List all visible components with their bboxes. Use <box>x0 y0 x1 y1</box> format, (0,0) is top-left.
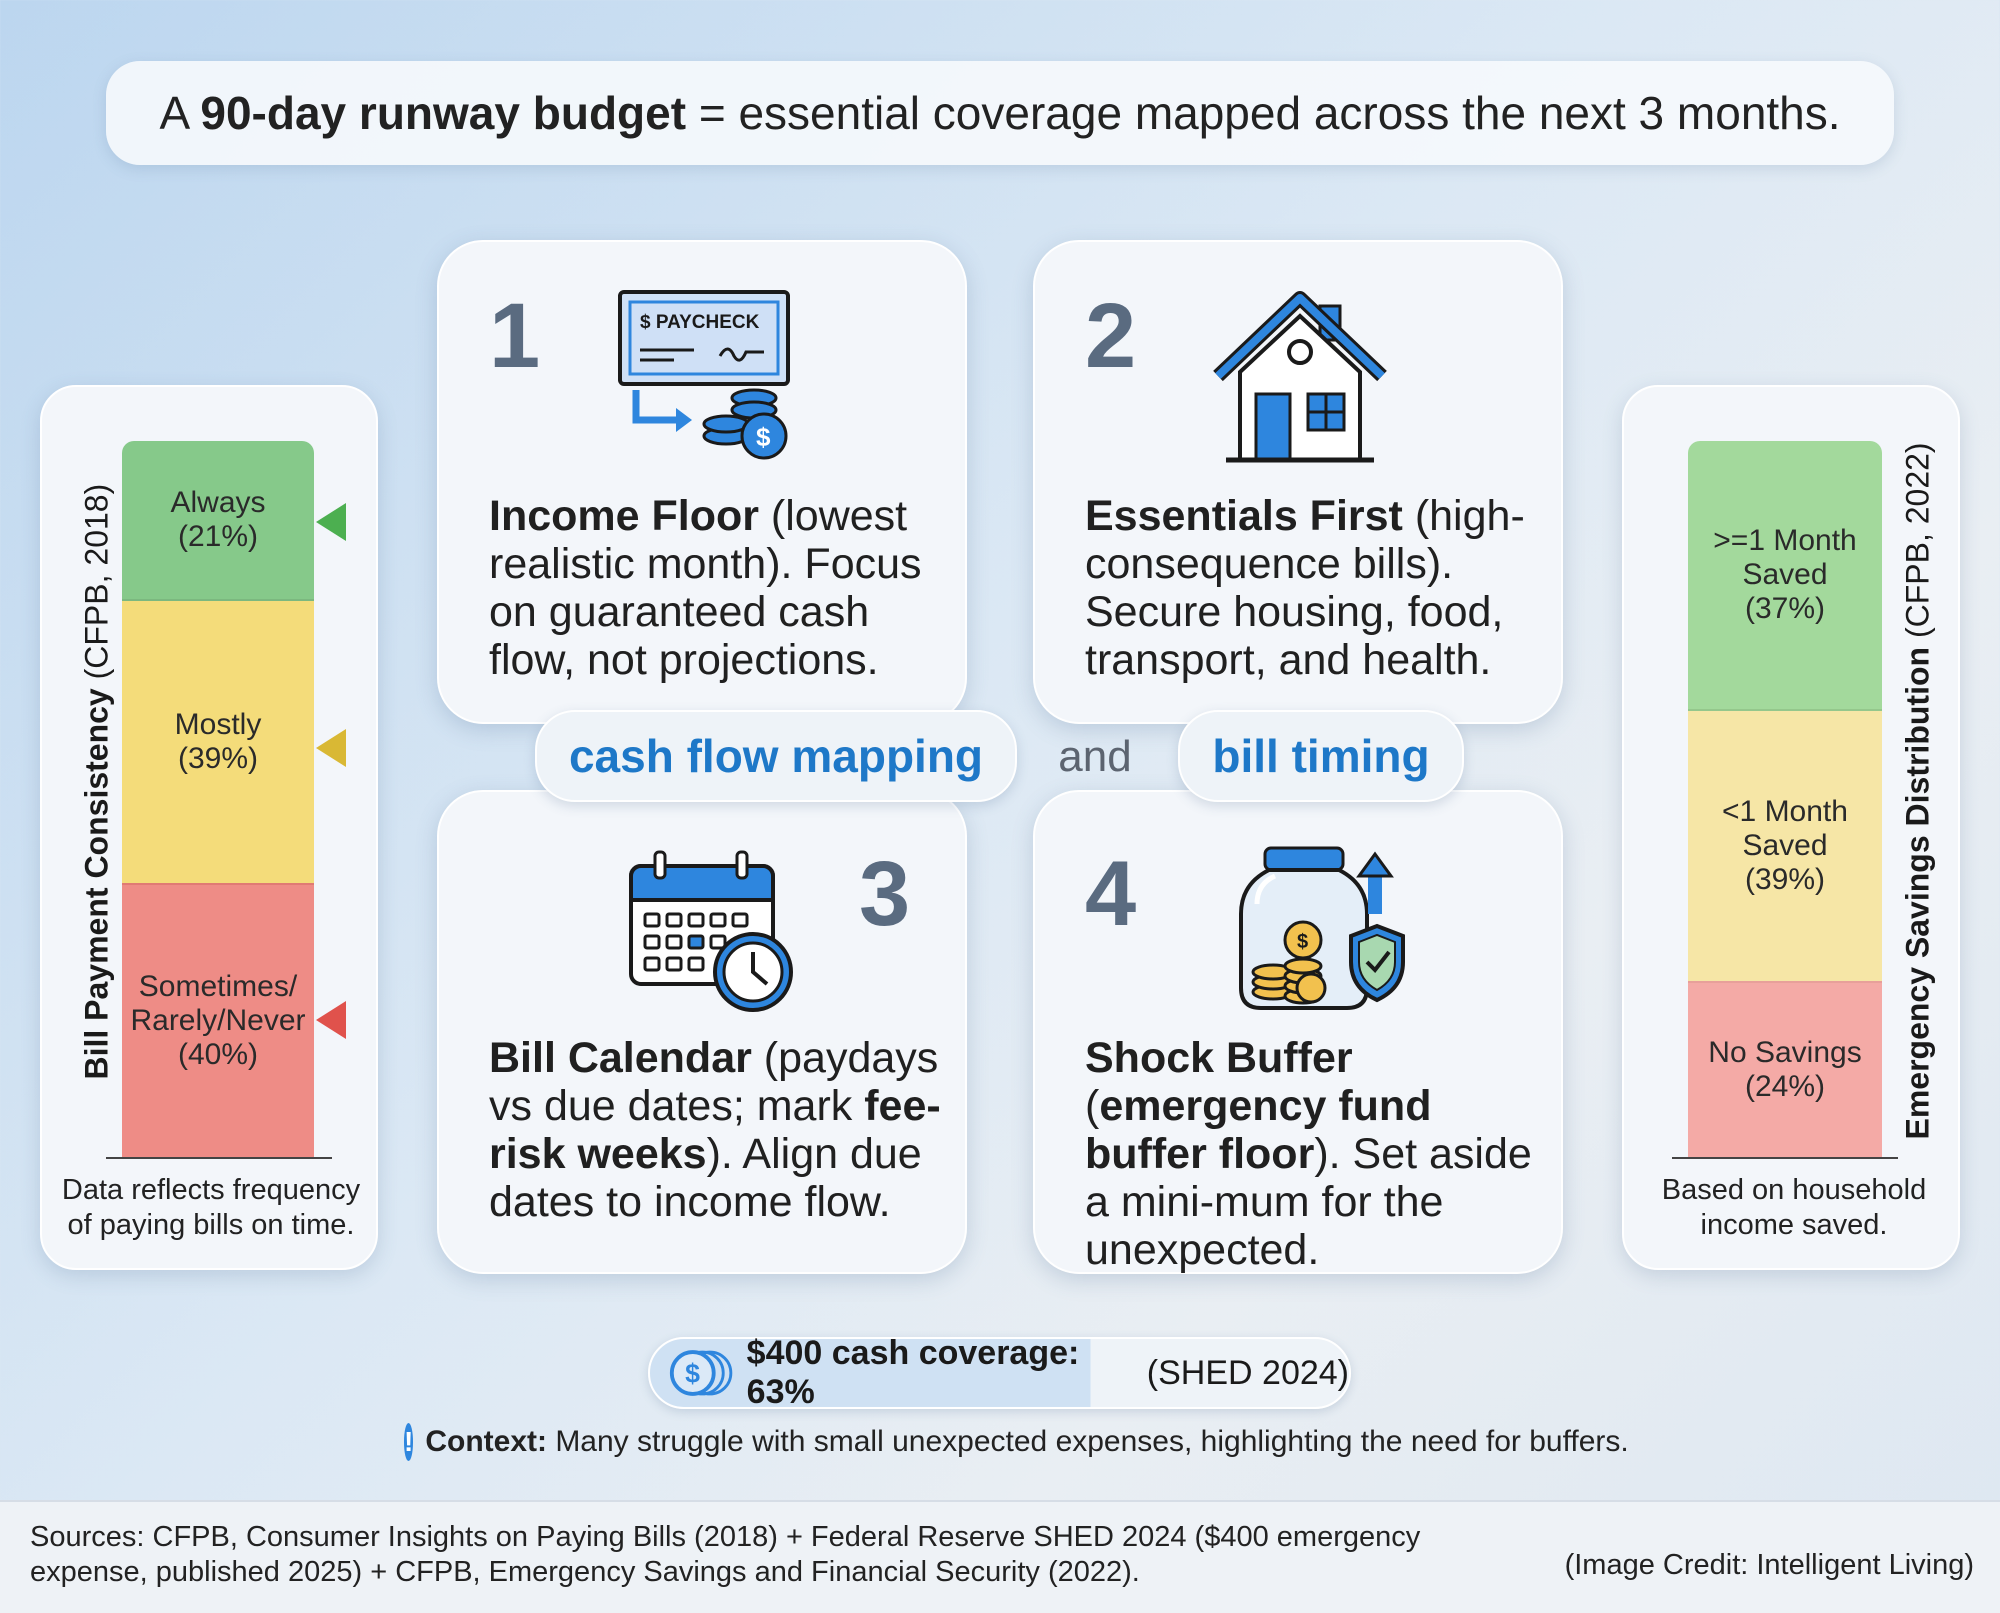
footer-credit: (Image Credit: Intelligent Living) <box>1564 1549 1974 1581</box>
savings-jar-icon: $ <box>1239 846 1405 1010</box>
card-text: Income Floor (lowest realistic month). F… <box>489 492 922 684</box>
card-essentials-first: 2 Essentials First (high-consequence bil… <box>1033 240 1563 724</box>
card-text: Essentials First (high-consequence bills… <box>1085 492 1525 684</box>
footer-sources: Sources: CFPB, Consumer Insights on Payi… <box>30 1521 1421 1588</box>
savings-bar: >=1 Month Saved (37%) <1 Month Saved (39%)… <box>1688 441 1882 1157</box>
pill-and: and <box>1058 732 1132 781</box>
savings-caption: Based on household income saved. <box>1661 1174 1927 1241</box>
pill-cash-flow-mapping: cash flow mapping <box>535 710 1017 802</box>
segment-one-month-saved: >=1 Month Saved (37%) <box>1688 441 1882 711</box>
house-icon <box>1213 291 1387 463</box>
bill-payment-baseline <box>106 1157 332 1159</box>
emergency-savings-title: Emergency Savings Distribution (CFPB, 20… <box>1899 442 1936 1140</box>
card-shock-buffer: 4 $ Shock Buffer (emergency fund buffer … <box>1033 790 1563 1274</box>
segment-sometimes: Sometimes/ Rarely/Never (40%) <box>122 885 314 1157</box>
coverage-rest: (SHED 2024) <box>1137 1353 1349 1392</box>
coverage-bold: $400 cash coverage: 63% <box>746 1334 1080 1411</box>
marker-mostly-icon <box>316 729 346 767</box>
card-number: 1 <box>489 285 541 387</box>
segment-always: Always (21%) <box>122 441 314 601</box>
card-number: 4 <box>1085 843 1137 945</box>
card-number: 2 <box>1085 285 1137 387</box>
svg-text:$: $ <box>685 1359 700 1389</box>
svg-text:$: $ <box>1297 931 1308 953</box>
savings-baseline <box>1672 1157 1898 1159</box>
bill-payment-caption: Data reflects frequency of paying bills … <box>61 1174 361 1241</box>
footer-bar <box>0 1500 2000 1613</box>
headline-prefix: A <box>159 87 201 139</box>
segment-no-savings: No Savings (24%) <box>1688 983 1882 1157</box>
pill-bill-timing: bill timing <box>1178 710 1464 802</box>
marker-sometimes-icon <box>316 1001 346 1039</box>
card-text: Shock Buffer (emergency fund buffer floo… <box>1085 1034 1532 1274</box>
headline-banner: A 90-day runway budget = essential cover… <box>106 61 1894 165</box>
context-note: ! Context: Many struggle with small unex… <box>404 1420 1629 1464</box>
bill-payment-panel: Bill Payment Consistency (CFPB, 2018) Al… <box>40 385 378 1270</box>
paycheck-label: $ PAYCHECK <box>640 312 760 333</box>
marker-always-icon <box>316 503 346 541</box>
card-bill-calendar: 3 Bill Calendar (paydays vs due dates; m… <box>437 790 967 1274</box>
card-income-floor: 1 $ PAYCHECK $ Income Floor (lowest real… <box>437 240 967 724</box>
coverage-pill: $ $400 cash coverage: 63% (SHED 2024) <box>648 1334 1351 1411</box>
bill-payment-bar: Always (21%) Mostly (39%) Sometimes/ Rarel… <box>122 441 314 1157</box>
emergency-savings-panel: >=1 Month Saved (37%) <1 Month Saved (39%)… <box>1622 385 1960 1270</box>
bill-payment-title: Bill Payment Consistency (CFPB, 2018) <box>78 483 115 1080</box>
calendar-clock-icon <box>629 850 793 1012</box>
svg-text:$: $ <box>756 422 771 452</box>
context-bold: Context: <box>425 1425 547 1458</box>
coin-stack-icon: $ <box>669 1350 733 1396</box>
context-text: Many struggle with small unexpected expe… <box>546 1425 1629 1458</box>
card-number: 3 <box>859 843 911 945</box>
info-icon: ! <box>404 1423 414 1461</box>
headline-bold: 90-day runway budget <box>200 87 687 139</box>
segment-mostly: Mostly (39%) <box>122 601 314 885</box>
segment-less-month-saved: <1 Month Saved (39%) <box>1688 711 1882 983</box>
headline-suffix: = essential coverage mapped across the n… <box>686 87 1841 139</box>
paycheck-icon: $ PAYCHECK $ <box>618 290 790 460</box>
card-text: Bill Calendar (paydays vs due dates; mar… <box>489 1034 941 1226</box>
